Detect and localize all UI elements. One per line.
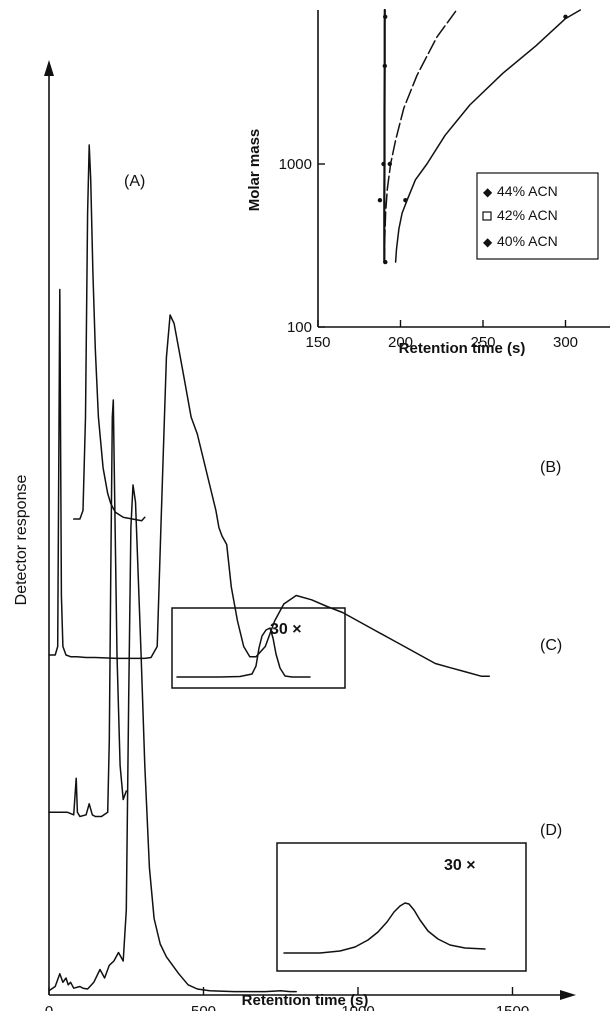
calibration-point <box>383 259 388 265</box>
legend-label-44-acn: 44% ACN <box>497 183 558 199</box>
main-x-tick-label: 1000 <box>341 1003 374 1011</box>
trace-c <box>48 399 128 818</box>
legend-entry-40-acn: ◆ 40% ACN <box>483 233 558 249</box>
inset-y-ticks: 100 1000 <box>279 156 325 336</box>
inset-x-tick-label: 200 <box>388 334 413 351</box>
calibration-point <box>382 63 387 69</box>
trace-label-b: (B) <box>540 459 561 476</box>
main-x-axis-arrow <box>560 990 576 1000</box>
inset-magnification-d: 30 × <box>444 857 476 874</box>
legend-entry-44-acn: ◆ 44% ACN <box>483 183 558 199</box>
main-y-axis-label: Detector response <box>13 475 30 606</box>
inset-x-tick-label: 250 <box>470 334 495 351</box>
calibration-point <box>563 14 568 19</box>
trace-b <box>48 288 491 678</box>
trace-d <box>48 484 297 993</box>
inset-trace-c <box>176 627 311 678</box>
inset-box-d <box>276 842 527 972</box>
trace-label-d: (D) <box>540 822 562 839</box>
inset-x-axis-label: Retention time (s) <box>399 340 526 357</box>
trace-label-c: (C) <box>540 637 562 654</box>
legend-marker-40-acn: ◆ <box>483 235 493 249</box>
main-x-tick-label: 1500 <box>496 1003 529 1011</box>
trace-a <box>72 144 146 522</box>
trace-label-a: (A) <box>124 173 145 190</box>
legend-label-42-acn: 42% ACN <box>497 207 558 223</box>
inset-y-tick-label: 1000 <box>279 156 312 173</box>
inset-x-ticks: 150 200 250 300 <box>305 320 578 351</box>
main-x-tick-label: 500 <box>191 1003 216 1011</box>
calibration-point <box>381 161 386 167</box>
calibration-curve-40-acn <box>394 9 582 263</box>
inset-magnification-c: 30 × <box>270 621 302 638</box>
calibration-point <box>403 198 408 203</box>
calibration-point <box>383 14 388 19</box>
calibration-curve-42-acn <box>383 9 458 263</box>
legend-entry-42-acn: 42% ACN <box>482 207 558 223</box>
legend-marker-42-acn <box>482 211 492 221</box>
main-y-axis-arrow <box>44 60 54 76</box>
inset-x-tick-label: 150 <box>305 334 330 351</box>
inset-y-axis-label: Molar mass <box>246 129 263 212</box>
legend-marker-44-acn: ◆ <box>483 185 493 199</box>
legend-label-40-acn: 40% ACN <box>497 233 558 249</box>
calibration-point <box>377 198 383 203</box>
main-x-axis-label: Retention time (s) <box>242 992 369 1009</box>
inset-box-c <box>171 607 346 689</box>
main-x-ticks: 0 500 1000 1500 <box>45 987 529 1011</box>
calibration-point <box>387 161 392 167</box>
inset-x-tick-label: 300 <box>553 334 578 351</box>
inset-legend <box>476 172 599 260</box>
inset-y-tick-label: 100 <box>287 319 312 336</box>
main-x-tick-label: 0 <box>45 1003 53 1011</box>
inset-trace-d <box>283 902 486 954</box>
calibration-points <box>377 14 568 265</box>
